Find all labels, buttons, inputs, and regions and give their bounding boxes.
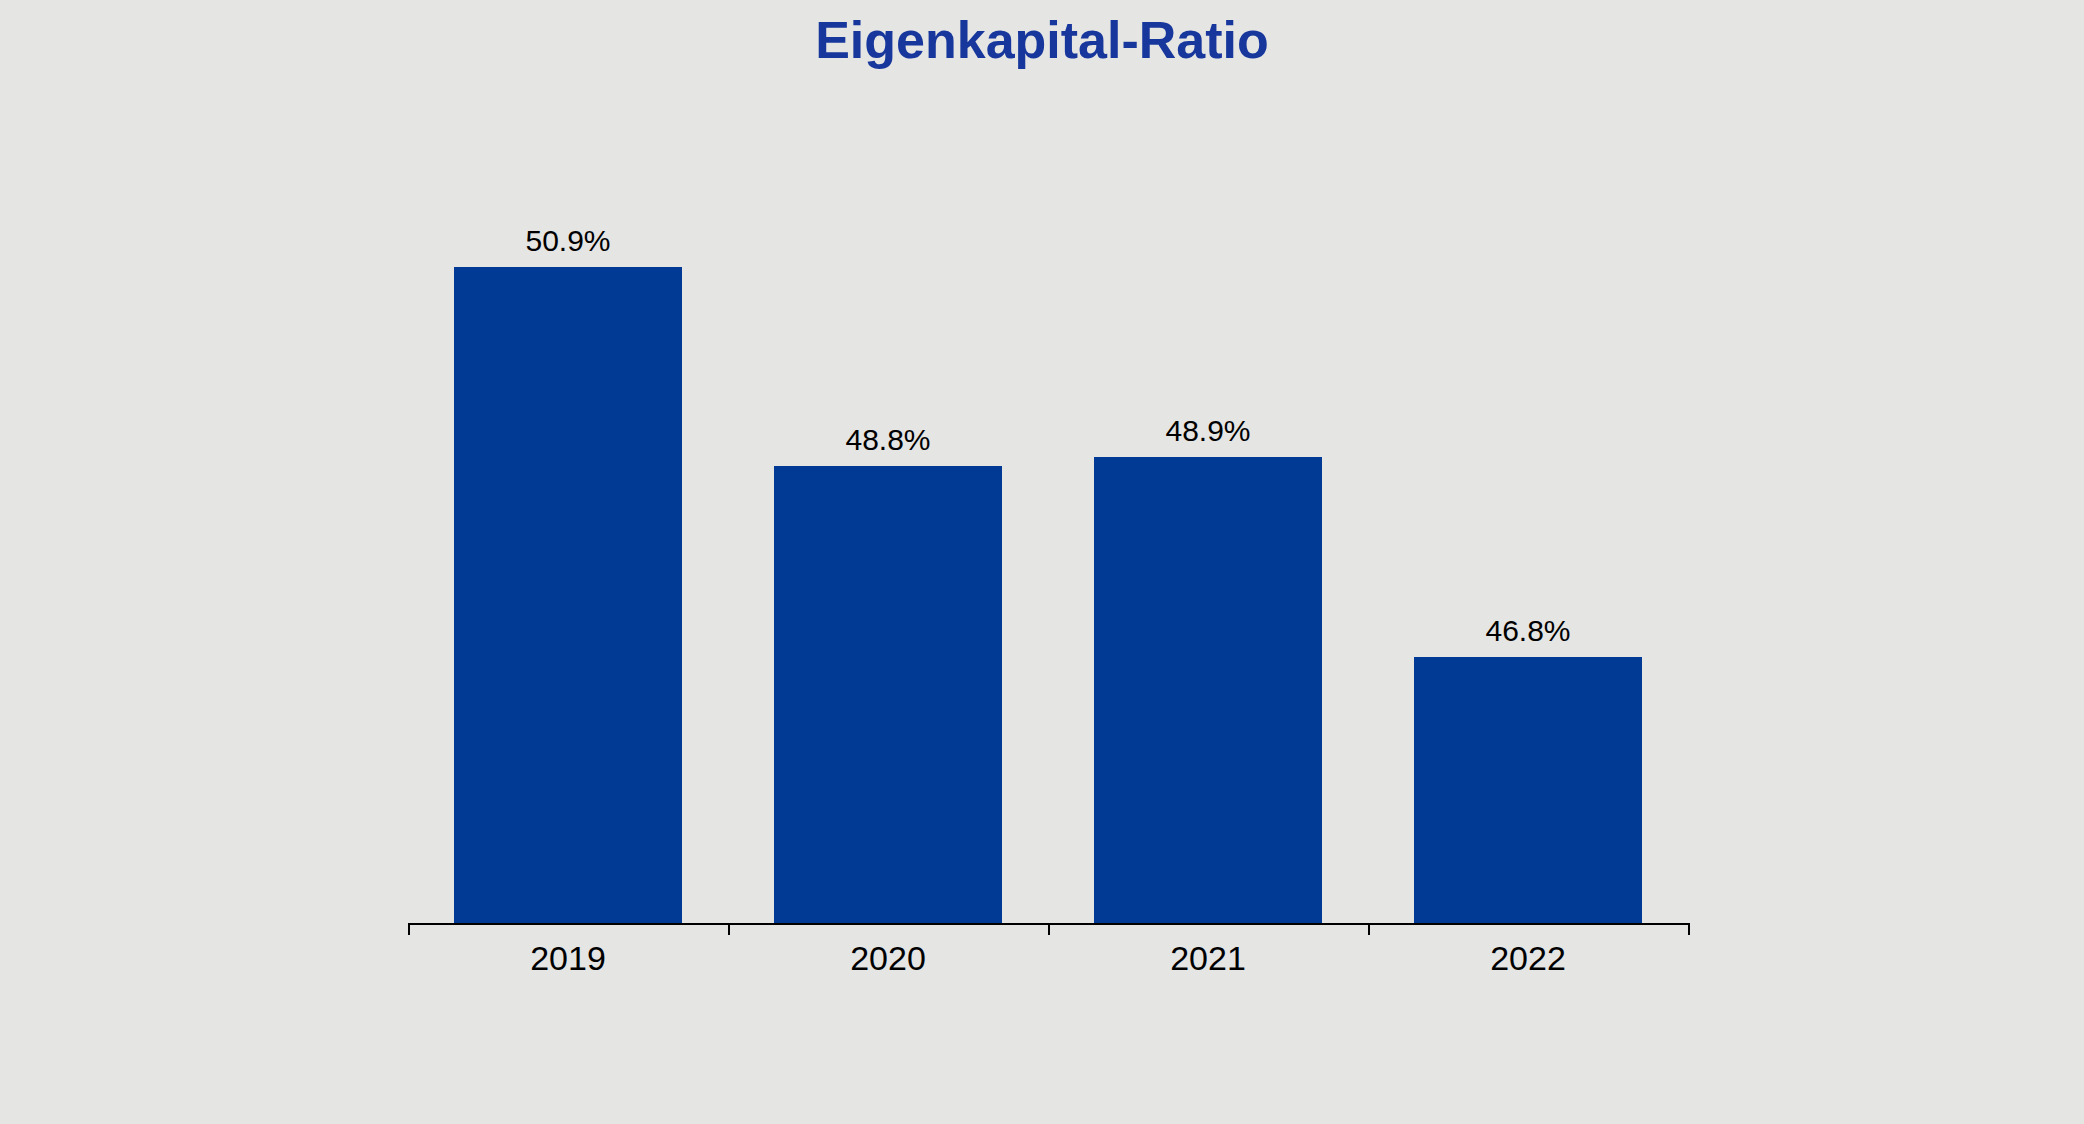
bar-value-label: 48.9%: [1058, 413, 1358, 449]
x-axis-tick: [728, 923, 730, 935]
bar-2019: [454, 267, 682, 923]
x-axis-tick: [1048, 923, 1050, 935]
chart-canvas: Eigenkapital-Ratio 50.9% 2019 48.8% 2020 48.…: [0, 0, 2084, 1124]
x-axis-tick-label: 2020: [738, 938, 1038, 978]
x-axis-tick-label: 2021: [1058, 938, 1358, 978]
chart-title: Eigenkapital-Ratio: [0, 10, 2084, 70]
x-axis-tick-label: 2022: [1378, 938, 1678, 978]
x-axis-tick: [1368, 923, 1370, 935]
bar-2021: [1094, 457, 1322, 923]
bar-value-label: 48.8%: [738, 422, 1038, 458]
x-axis-tick: [1688, 923, 1690, 935]
bar-value-label: 46.8%: [1378, 613, 1678, 649]
x-axis-tick: [408, 923, 410, 935]
bar-value-label: 50.9%: [418, 223, 718, 259]
bar-2022: [1414, 657, 1642, 923]
bar-2020: [774, 466, 1002, 923]
x-axis-tick-label: 2019: [418, 938, 718, 978]
